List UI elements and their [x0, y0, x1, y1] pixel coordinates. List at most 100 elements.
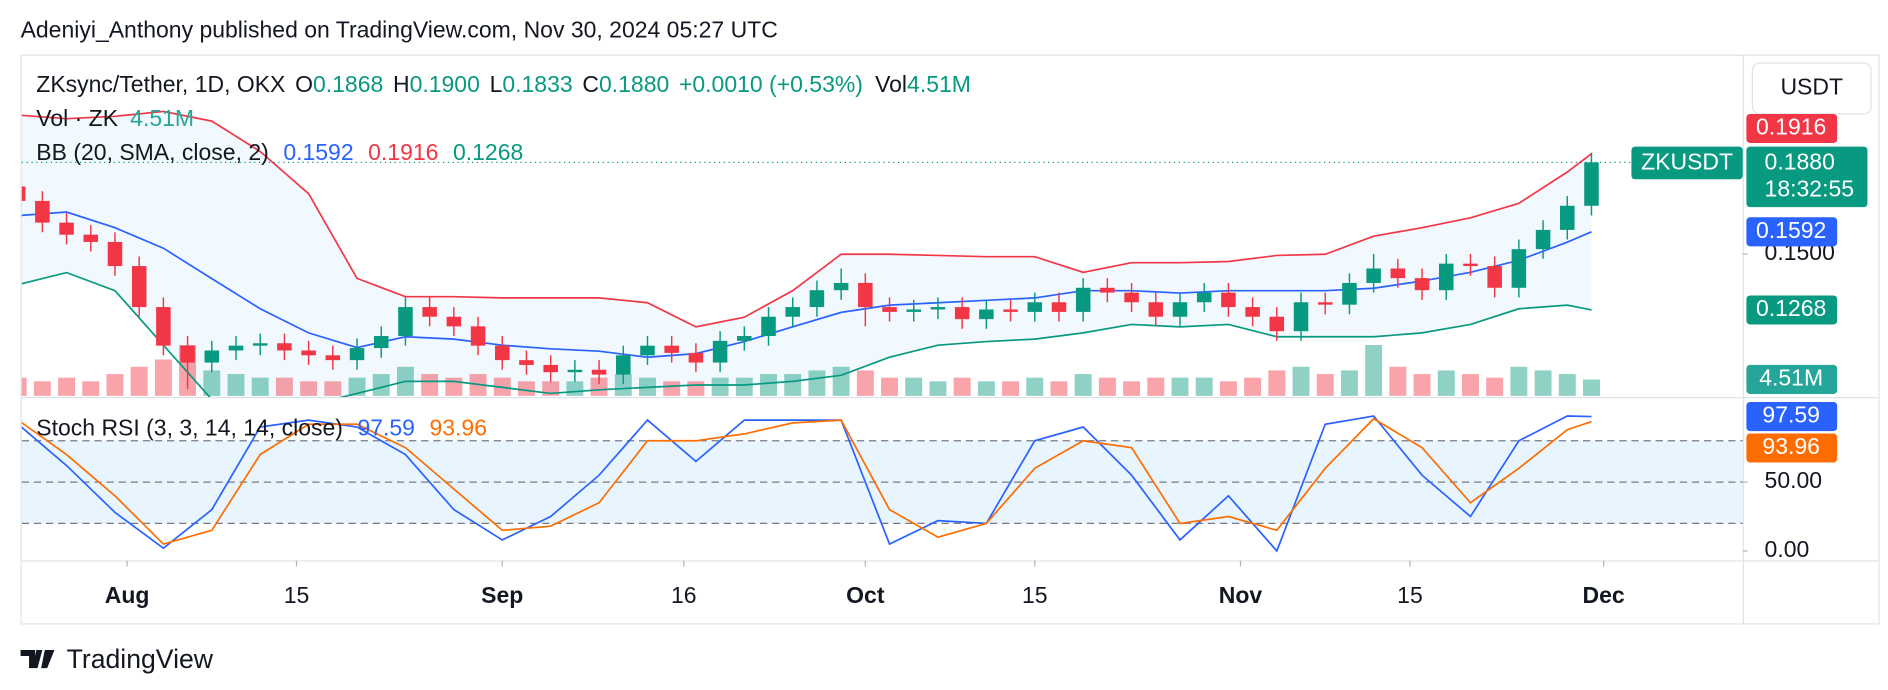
candle-body [785, 307, 800, 317]
symbol-tag-box [1631, 146, 1743, 180]
change: +0.0010 (+0.53%) [679, 71, 863, 97]
volume-bar [1437, 370, 1455, 396]
volume-bar [590, 377, 608, 396]
candle-body [761, 316, 776, 337]
price-pane [21, 110, 1600, 398]
x-tick-label: 16 [671, 582, 697, 608]
volume-bar [905, 377, 923, 396]
candle-body [325, 355, 341, 361]
legend-line: Vol · ZK 4.51M [36, 105, 194, 131]
candle-body [809, 290, 825, 308]
candle-body [1535, 229, 1551, 250]
candle-body [882, 307, 897, 312]
volume-bar [106, 374, 124, 396]
candle-body [640, 345, 655, 356]
volume-bar [1340, 370, 1358, 396]
volume-bar [1050, 381, 1068, 396]
candle-body [21, 186, 26, 201]
volume-bar [227, 374, 245, 396]
x-tick-label: Sep [481, 582, 523, 608]
candle-body [906, 309, 922, 312]
bb-basis-tag: 0.1592 [1756, 217, 1826, 243]
stoch-tick-label: 50.00 [1765, 467, 1823, 493]
volume-bar [1316, 374, 1334, 396]
volume-bar [1510, 366, 1528, 396]
bb-upper-tag: 0.1916 [1756, 114, 1826, 140]
volume-bar [1171, 377, 1189, 396]
volume-bar [1074, 374, 1092, 396]
volume-bar [953, 377, 971, 396]
x-tick-label: Dec [1583, 582, 1625, 608]
volume-bar [1026, 377, 1044, 396]
volume-bar [929, 381, 947, 396]
bb-lower-tag-box [1746, 295, 1838, 325]
volume-legend-value: 4.51M [130, 105, 194, 131]
stoch-tick-label: 0.00 [1765, 536, 1810, 562]
volume-bar [1268, 370, 1286, 396]
currency-button-box[interactable] [1751, 62, 1872, 115]
candle-body [252, 343, 268, 346]
frame [20, 54, 1880, 625]
volume-bar [566, 381, 584, 396]
candle-body [494, 345, 510, 361]
stoch-d-tag-box [1746, 433, 1838, 463]
volume-bar [1583, 379, 1600, 396]
currency-button[interactable]: USDT [1751, 62, 1872, 115]
bb-legend-value: 0.1592 [283, 139, 353, 165]
ohlc-key: C [582, 71, 599, 97]
volume-bar [1123, 381, 1141, 396]
candle-body [1003, 309, 1018, 312]
candle-body [1463, 263, 1478, 267]
volume-bar [1558, 374, 1576, 396]
candle-body [1390, 268, 1406, 279]
candle-body [301, 350, 316, 356]
volume-key: Vol [875, 71, 907, 97]
bb-line [21, 271, 1592, 398]
volume-bar [1002, 381, 1020, 396]
candle-body [1317, 302, 1333, 305]
candle-body [1438, 263, 1454, 291]
volume-bar [663, 381, 681, 396]
volume-bar [1147, 377, 1165, 396]
candle-body [349, 348, 365, 361]
candle-body [422, 307, 437, 317]
ohlc-value: 0.1833 [502, 71, 572, 97]
volume-bar [58, 377, 76, 396]
candle-body [204, 350, 220, 363]
stoch-title: Stoch RSI (3, 3, 14, 14, close) [36, 415, 343, 441]
candle-body [1196, 292, 1212, 303]
volume-bar [517, 381, 535, 396]
ohlc-value: 0.1868 [313, 71, 383, 97]
bb-line [21, 110, 1592, 328]
volume-bar [82, 381, 100, 396]
volume-bar [1244, 377, 1262, 396]
ohlc-value: 0.1900 [410, 71, 480, 97]
candle-body [519, 360, 534, 365]
candle-body [858, 282, 873, 308]
volume-bar [251, 377, 269, 396]
stoch-d-tag: 93.96 [1762, 433, 1820, 459]
bb-legend-value: 0.1916 [368, 139, 438, 165]
candle-body [1487, 266, 1502, 288]
volume-bar [856, 370, 874, 396]
currency-label[interactable]: USDT [1780, 74, 1843, 100]
ohlc-value: 0.1880 [599, 71, 669, 97]
candle-body [446, 316, 462, 327]
candle-body [1560, 205, 1575, 230]
volume-bar [1292, 366, 1310, 396]
brand-name: TradingView [67, 644, 214, 674]
candle-body [954, 307, 970, 320]
bb-title: BB (20, SMA, close, 2) [36, 139, 268, 165]
x-tick-label: Nov [1219, 582, 1263, 608]
logo-mark [20, 649, 55, 669]
ohlc-key: L [490, 71, 503, 97]
candle-body [1245, 307, 1260, 317]
symbol-title: ZKsync/Tether, 1D, OKX [36, 71, 285, 97]
volume-bar [1534, 370, 1552, 396]
last-price-tag: 0.1880 [1765, 149, 1835, 175]
volume-bar [1195, 377, 1213, 396]
candle-body [712, 340, 728, 363]
volume-bar [1413, 374, 1431, 396]
volume-bar [21, 377, 27, 396]
